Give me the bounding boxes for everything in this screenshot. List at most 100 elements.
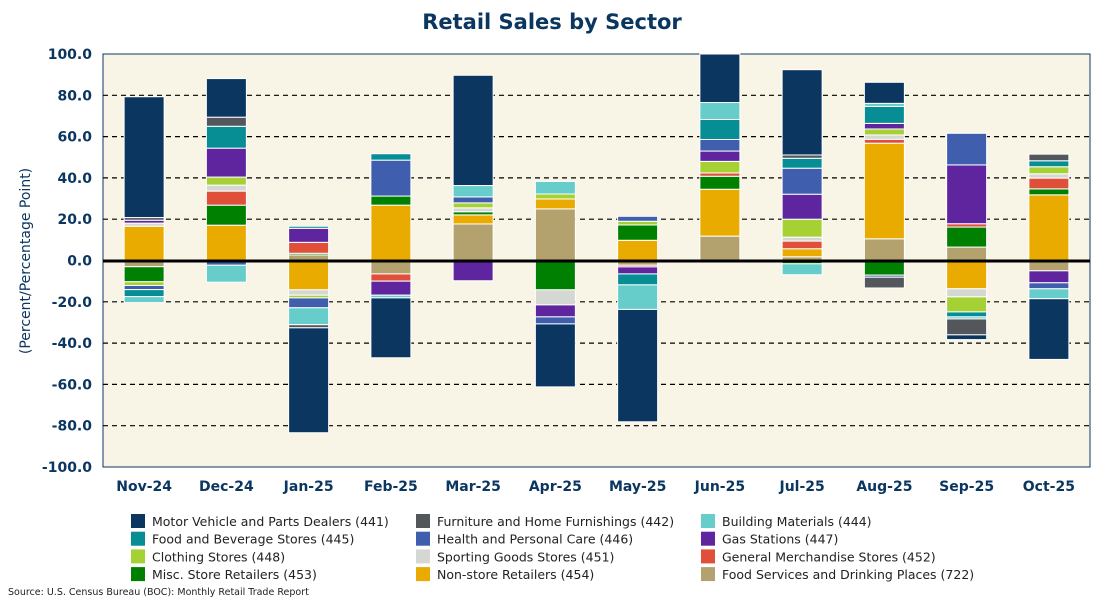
bar-segment [1028,166,1070,175]
bar-segment [699,235,741,261]
gridlines [103,94,1090,427]
bar-segment [699,102,741,120]
y-axis-label: (Percent/Percentage Point) [18,168,34,354]
bar-segment [699,188,741,237]
legend-swatch [416,531,430,546]
bar-segment [123,266,165,283]
legend-label: Health and Personal Care (446) [437,532,633,547]
legend-item: Non-store Retailers (454) [416,567,594,582]
bar-segment [946,311,988,318]
bar-segment [946,334,988,341]
bar-segment [617,220,659,226]
bar-segment [617,284,659,310]
bar-segment [370,273,412,282]
bar-segment [534,260,576,291]
bar-segment [699,138,741,152]
bar-segment [946,226,988,248]
legend-item: Building Materials (444) [701,514,872,529]
y-tick-label: 20.0 [57,212,92,228]
bar-segment [205,224,247,262]
bar-segment [534,208,576,261]
bar-segment [123,96,165,219]
bar-segment [288,307,330,326]
x-tick-label: Oct-25 [1023,479,1075,495]
bar-segment [946,246,988,261]
bar-segment [370,153,412,161]
legend-label: Non-store Retailers (454) [437,567,594,582]
y-tick-label: 60.0 [57,130,92,146]
bar-segment [781,240,823,250]
y-tick-label: 0.0 [67,254,92,270]
y-tick-label: -40.0 [52,336,93,352]
x-tick-label: Jan-25 [283,479,334,495]
bar-segment [617,266,659,275]
bar-segment [123,284,165,291]
bar-segment [863,105,905,124]
legend-label: Sporting Goods Stores (451) [437,549,614,564]
x-tick-label: Sep-25 [939,479,994,495]
bar-segment [534,316,576,325]
bar-segment [699,175,741,190]
bar-segment [452,202,494,209]
bar-segment [205,147,247,178]
x-axis: Nov-24 Dec-24 Jan-25 Feb-25 Mar-25 Apr-25 May-… [116,479,1075,495]
legend-label: General Merchandise Stores (452) [722,549,936,564]
bar-segment [1028,288,1070,300]
legend-label: Gas Stations (447) [722,532,838,547]
bar-segment [617,215,659,222]
source-note: Source: U.S. Census Bureau (BOC): Monthl… [8,587,309,598]
legend-item: Misc. Store Retailers (453) [131,567,317,582]
y-tick-label: -20.0 [52,295,93,311]
chart-title: Retail Sales by Sector [422,10,682,34]
bar-segment [946,296,988,313]
bar-segment [863,138,905,144]
bar-segment [370,297,412,359]
bar-segment [452,214,494,225]
y-tick-label: -60.0 [52,377,93,393]
bar-segment [123,289,165,298]
legend-swatch [131,531,145,546]
bar-segment [781,248,823,258]
bar-segment [534,304,576,318]
bar-segment [699,150,741,162]
bar-segment [617,273,659,286]
bar-segment [863,276,905,289]
bar-segment [205,204,247,226]
x-tick-label: Nov-24 [116,479,172,495]
legend-item: Food and Beverage Stores (445) [131,531,354,547]
bar-segment [699,160,741,174]
x-tick-label: Jun-25 [694,479,745,495]
y-tick-label: 40.0 [57,171,92,187]
bar-segment [452,185,494,198]
legend-item: Gas Stations (447) [701,531,838,547]
bar-segment [370,204,412,262]
bar-segment [205,264,247,283]
bar-segment [205,125,247,149]
bar-segment [781,69,823,156]
legend-swatch [416,549,430,564]
bar-segment [781,157,823,169]
bar-segment [452,196,494,204]
bar-segment [617,239,659,261]
legend-label: Building Materials (444) [722,514,872,529]
legend-item: Furniture and Home Furnishings (442) [416,514,674,529]
bar-segment [863,142,905,240]
bar-segment [205,184,247,192]
legend-item: Motor Vehicle and Parts Dealers (441) [131,514,389,529]
bar-segment [370,260,412,275]
bar-segment [534,180,576,195]
bar-segment [288,327,330,434]
legend-label: Misc. Store Retailers (453) [152,567,317,582]
bar-segment [288,227,330,243]
bar-segment [863,81,905,104]
bar-segment [534,289,576,306]
x-tick-label: Dec-24 [199,479,254,495]
bar-segment [863,260,905,276]
bar-segment [288,241,330,254]
bar-segment [946,260,988,290]
legend-label: Food and Beverage Stores (445) [152,532,354,547]
legend-item: Food Services and Drinking Places (722) [701,567,974,582]
legend-swatch [701,567,715,582]
bar-segment [617,308,659,423]
legend-item: Sporting Goods Stores (451) [416,549,614,564]
